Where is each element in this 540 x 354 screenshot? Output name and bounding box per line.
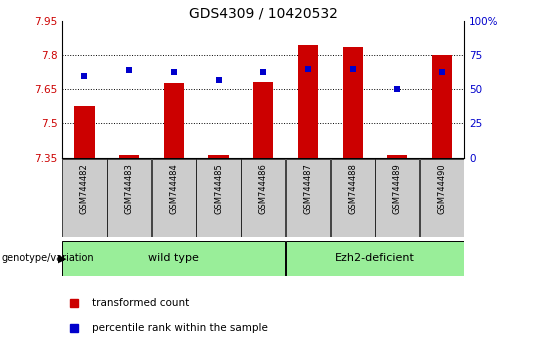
Bar bbox=[152, 159, 196, 237]
Bar bbox=[387, 155, 407, 158]
Text: GSM744484: GSM744484 bbox=[170, 163, 178, 214]
Text: GSM744488: GSM744488 bbox=[348, 163, 357, 214]
Bar bbox=[62, 241, 285, 276]
Bar bbox=[330, 159, 375, 237]
Bar bbox=[62, 159, 106, 237]
Bar bbox=[119, 155, 139, 158]
Point bbox=[125, 68, 133, 73]
Text: GSM744483: GSM744483 bbox=[125, 163, 134, 214]
Text: Ezh2-deficient: Ezh2-deficient bbox=[335, 253, 415, 263]
Text: genotype/variation: genotype/variation bbox=[1, 253, 94, 263]
Text: GSM744486: GSM744486 bbox=[259, 163, 268, 214]
Text: wild type: wild type bbox=[148, 253, 199, 263]
Text: ▶: ▶ bbox=[58, 253, 67, 263]
Bar bbox=[75, 107, 94, 158]
Point bbox=[348, 66, 357, 72]
Bar bbox=[286, 241, 464, 276]
Bar bbox=[241, 159, 285, 237]
Text: percentile rank within the sample: percentile rank within the sample bbox=[92, 322, 268, 332]
Text: transformed count: transformed count bbox=[92, 298, 190, 308]
Point bbox=[259, 69, 268, 74]
Bar bbox=[375, 159, 420, 237]
Text: GSM744482: GSM744482 bbox=[80, 163, 89, 214]
Bar bbox=[286, 159, 330, 237]
Point bbox=[438, 69, 447, 74]
Text: GSM744490: GSM744490 bbox=[437, 163, 447, 214]
Point bbox=[80, 73, 89, 79]
Point bbox=[303, 66, 312, 72]
Title: GDS4309 / 10420532: GDS4309 / 10420532 bbox=[189, 6, 338, 20]
Bar bbox=[197, 159, 241, 237]
Text: GSM744487: GSM744487 bbox=[303, 163, 313, 214]
Bar bbox=[253, 82, 273, 158]
Bar bbox=[208, 155, 228, 158]
Point bbox=[214, 77, 223, 83]
Bar bbox=[420, 159, 464, 237]
Text: GSM744489: GSM744489 bbox=[393, 163, 402, 214]
Text: GSM744485: GSM744485 bbox=[214, 163, 223, 214]
Bar bbox=[164, 82, 184, 158]
Bar bbox=[342, 47, 363, 158]
Bar bbox=[432, 55, 452, 158]
Bar bbox=[107, 159, 151, 237]
Bar bbox=[298, 45, 318, 158]
Point bbox=[393, 86, 402, 92]
Point bbox=[170, 69, 178, 74]
